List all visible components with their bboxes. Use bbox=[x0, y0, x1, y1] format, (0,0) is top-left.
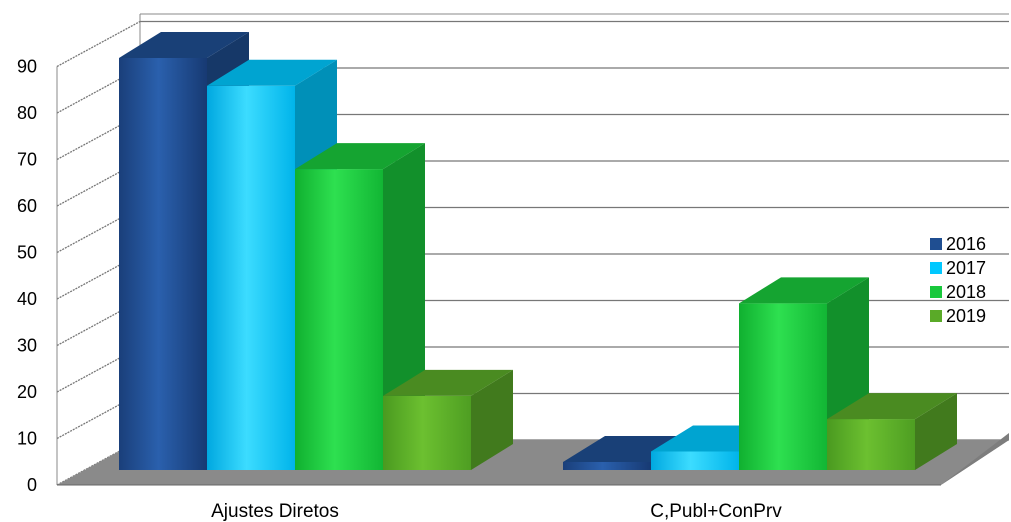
legend-label: 2019 bbox=[946, 306, 986, 326]
y-tick-label: 0 bbox=[27, 475, 37, 495]
x-axis: Ajustes Diretos C,Publ+ConPrv bbox=[211, 501, 782, 522]
y-tick-label: 50 bbox=[17, 243, 37, 263]
y-tick-label: 90 bbox=[17, 57, 37, 77]
bar-2019-c-publ-conprv bbox=[827, 393, 957, 470]
y-tick-label: 10 bbox=[17, 429, 37, 449]
y-tick-label: 40 bbox=[17, 289, 37, 309]
x-category-label: C,Publ+ConPrv bbox=[650, 501, 782, 522]
y-tick-label: 30 bbox=[17, 336, 37, 356]
x-category-label: Ajustes Diretos bbox=[211, 501, 339, 522]
legend: 2016 2017 2018 2019 bbox=[930, 234, 986, 326]
bars bbox=[119, 32, 957, 471]
legend-swatch-2016 bbox=[930, 238, 942, 250]
legend-label: 2017 bbox=[946, 258, 986, 278]
legend-label: 2016 bbox=[946, 234, 986, 254]
legend-swatch-2018 bbox=[930, 286, 942, 298]
bar-2019-ajustes-diretos bbox=[383, 369, 513, 470]
gridline-side bbox=[56, 20, 141, 68]
y-tick-label: 70 bbox=[17, 150, 37, 170]
y-tick-label: 60 bbox=[17, 196, 37, 216]
legend-swatch-2019 bbox=[930, 310, 942, 322]
y-axis: 0 10 20 30 40 50 60 70 80 90 bbox=[17, 57, 37, 496]
legend-label: 2018 bbox=[946, 282, 986, 302]
y-tick-label: 20 bbox=[17, 382, 37, 402]
legend-swatch-2017 bbox=[930, 262, 942, 274]
y-tick-label: 80 bbox=[17, 103, 37, 123]
